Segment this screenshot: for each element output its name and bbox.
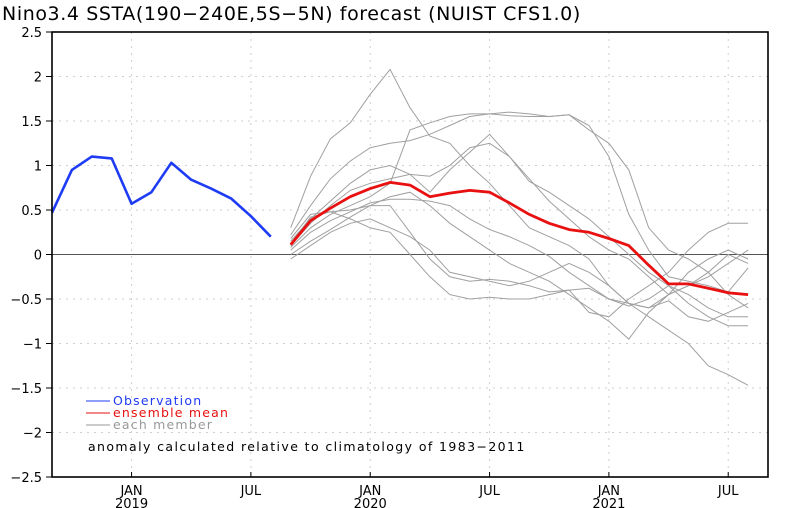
member-line: [290, 198, 749, 318]
member-lines: [290, 68, 749, 386]
x-tick-label: JAN: [358, 484, 381, 499]
y-tick-label: −2.5: [10, 471, 42, 486]
y-tick-label: 2.5: [21, 26, 42, 41]
annotation-climatology: anomaly calculated relative to climatolo…: [88, 439, 526, 454]
x-tick-label: JAN: [119, 484, 142, 499]
member-line: [290, 218, 749, 386]
y-tick-label: −0.5: [10, 293, 42, 308]
x-tick-label: JUL: [478, 484, 500, 499]
legend-label-each-member: each member: [113, 417, 213, 432]
x-tick-year-label: 2021: [592, 497, 625, 508]
x-tick-year-label: 2019: [115, 497, 148, 508]
x-tick-label: JUL: [717, 484, 739, 499]
member-line: [290, 211, 749, 318]
x-tick-year-label: 2020: [354, 497, 387, 508]
ensemble-mean-series: [289, 180, 749, 296]
member-line: [290, 111, 749, 309]
member-line: [290, 142, 749, 296]
member-line: [290, 68, 749, 322]
legend: Observation ensemble mean each member: [86, 393, 229, 432]
member-line: [290, 205, 749, 309]
y-axis: 2.5 2 1.5 1 0.5 0 −0.5 −1 −1.5 −2 −2.5: [10, 26, 52, 486]
y-tick-label: −1: [23, 338, 42, 353]
member-line: [290, 191, 749, 340]
y-tick-label: 2: [34, 71, 42, 86]
observation-series: [50, 155, 272, 238]
y-tick-label: −2: [23, 427, 42, 442]
y-tick-label: 1: [34, 160, 42, 175]
legend-label-observation: Observation: [113, 393, 202, 408]
ensemble-mean-line: [289, 180, 749, 296]
gridlines: [52, 32, 768, 477]
y-tick-label: 1.5: [21, 115, 42, 130]
chart-title: Nino3.4 SSTA(190−240E,5S−5N) forecast (N…: [2, 3, 581, 25]
plot-frame: [51, 31, 769, 478]
y-tick-label: 0: [34, 249, 42, 264]
y-tick-label: −1.5: [10, 382, 42, 397]
x-tick-label: JUL: [240, 484, 262, 499]
y-tick-label: 0.5: [21, 204, 42, 219]
x-tick-label: JAN: [597, 484, 620, 499]
legend-label-ensemble-mean: ensemble mean: [113, 405, 229, 420]
member-line: [290, 113, 749, 293]
member-line: [290, 133, 749, 327]
observation-line: [50, 155, 272, 238]
